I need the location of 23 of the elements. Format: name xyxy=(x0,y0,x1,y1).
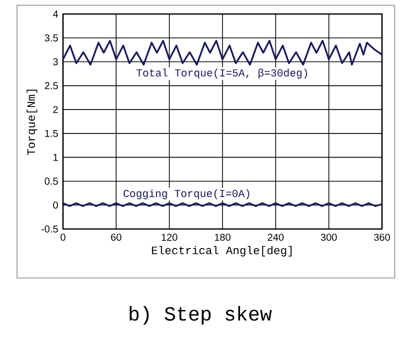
y-axis-title: Torque[Nm] xyxy=(26,90,38,156)
y-tick-label: 3.5 xyxy=(44,34,58,42)
y-tick-label: 2.5 xyxy=(44,82,58,90)
x-tick-label: 180 xyxy=(214,234,230,241)
y-tick-label: 3 xyxy=(53,58,58,66)
x-tick-label: 0 xyxy=(60,234,66,241)
y-tick-label: 1.5 xyxy=(45,130,58,137)
x-tick-label: 60 xyxy=(111,234,122,241)
series-label: Total Torque(I=5A, β=30deg) xyxy=(136,68,308,79)
y-tick-label: 4 xyxy=(52,10,58,18)
y-tick-label: 0 xyxy=(53,202,58,209)
y-tick-label: -0.5 xyxy=(41,225,58,233)
y-tick-label: 1 xyxy=(53,154,58,161)
x-tick-label: 300 xyxy=(320,234,337,241)
y-tick-label: 0.5 xyxy=(44,178,58,185)
x-tick-label: 120 xyxy=(162,234,178,241)
y-tick-label: 2 xyxy=(53,106,58,114)
line-series xyxy=(62,40,383,66)
text: b) Step skew xyxy=(130,306,272,325)
x-tick-label: 240 xyxy=(268,234,284,241)
x-axis-title: Electrical Angle[deg] xyxy=(152,246,292,256)
x-tick-label: 360 xyxy=(374,234,390,241)
series-label: Cogging Torque(I=0A) xyxy=(124,189,250,200)
